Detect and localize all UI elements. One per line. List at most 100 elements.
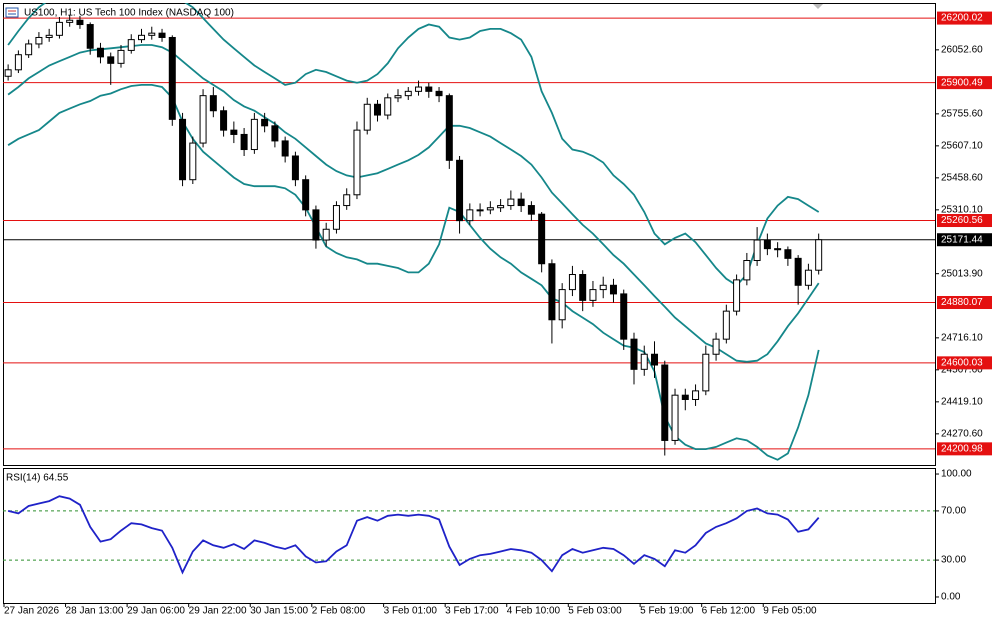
rsi-plot [3, 495, 935, 575]
main-plot [3, 3, 935, 461]
x-tick-label: 6 Feb 12:00 [702, 606, 756, 617]
candle-body [753, 239, 761, 262]
candle-body [291, 155, 299, 181]
candle-body [332, 205, 340, 230]
candle-body [35, 36, 43, 45]
candle-body [702, 353, 710, 392]
candle-body [497, 205, 505, 209]
candle-body [363, 103, 371, 131]
x-tick-label: 9 Feb 05:00 [763, 606, 817, 617]
candle-body [671, 394, 679, 441]
y-tick-label: 25310.10 [941, 204, 983, 215]
candle-body [558, 289, 566, 321]
y-tick-label: 100.00 [941, 469, 972, 480]
candle-body [66, 19, 74, 23]
x-tick-label: 5 Feb 03:00 [568, 606, 622, 617]
y-tick-label: 25755.60 [941, 108, 983, 119]
candle-body [117, 49, 125, 64]
candle-body [763, 239, 771, 250]
x-tick-label: 3 Feb 01:00 [384, 606, 438, 617]
candle-body [466, 209, 474, 222]
x-tick-label: 4 Feb 10:00 [507, 606, 561, 617]
x-tick-label: 30 Jan 15:00 [250, 606, 308, 617]
candle-body [14, 54, 22, 71]
candle-body [76, 19, 84, 26]
candle-body [527, 205, 535, 215]
y-tick-label: 25607.10 [941, 140, 983, 151]
candle-body [568, 274, 576, 291]
rsi-title: RSI(14) 64.55 [6, 473, 69, 484]
candle-body [96, 47, 104, 58]
candle-body [661, 364, 669, 441]
shift-marker [813, 4, 823, 9]
candle-body [240, 133, 248, 151]
candle-body [179, 118, 187, 181]
bollinger-upper [7, 3, 820, 287]
level-label: 25260.56 [941, 215, 983, 226]
candle-body [476, 209, 484, 212]
y-tick-label: 70.00 [941, 506, 966, 517]
candle-body [415, 86, 423, 92]
x-tick-label: 5 Feb 19:00 [640, 606, 694, 617]
candle-body [681, 394, 689, 400]
candle-body [25, 43, 33, 56]
x-tick-label: 3 Feb 17:00 [445, 606, 499, 617]
x-tick-label: 28 Jan 13:00 [66, 606, 124, 617]
candle-body [733, 279, 741, 312]
y-tick-label: 25013.90 [941, 268, 983, 279]
candle-body [794, 257, 802, 286]
candle-body [261, 118, 269, 127]
candle-body [651, 353, 659, 366]
candle-body [281, 140, 289, 157]
candle-body [189, 142, 197, 181]
candle-body [353, 129, 361, 196]
candle-body [373, 103, 381, 116]
candle-body [168, 36, 176, 120]
candle-body [538, 213, 546, 265]
level-label: 24200.98 [941, 443, 983, 454]
y-tick-label: 24567.60 [941, 364, 983, 375]
candle-body [230, 129, 238, 135]
level-label-box [937, 356, 992, 370]
candle-body [435, 90, 443, 97]
level-label-box [937, 76, 992, 90]
candle-body [45, 34, 53, 38]
level-label-box [937, 214, 992, 228]
candle-body [640, 353, 648, 370]
bollinger-lower [7, 84, 820, 461]
candle-body [302, 179, 310, 211]
candle-body [86, 24, 94, 49]
last-price-box [937, 233, 992, 247]
candle-body [199, 95, 207, 144]
candle-body [250, 118, 258, 151]
axes: 26052.60 25755.60 25607.10 25458.60 25310.10… [3, 11, 992, 617]
candle-body [445, 95, 453, 161]
y-tick-label: 24270.60 [941, 428, 983, 439]
candle-body [4, 69, 12, 77]
candle-body [456, 159, 464, 222]
y-tick-label: 26052.60 [941, 44, 983, 55]
candle-body [815, 239, 823, 271]
level-label-box [937, 442, 992, 456]
y-tick-label: 0.00 [941, 592, 961, 603]
candle-body [517, 198, 525, 207]
x-tick-label: 29 Jan 22:00 [189, 606, 247, 617]
last-price-label: 25171.44 [941, 234, 983, 245]
level-label-box [937, 11, 992, 25]
y-tick-label: 24716.10 [941, 332, 983, 343]
candle-body [784, 249, 792, 259]
candle-body [394, 95, 402, 99]
candle-body [127, 39, 135, 51]
candle-body [774, 248, 782, 251]
x-tick-label: 27 Jan 2026 [4, 606, 59, 617]
candle-body [425, 86, 433, 92]
candle-body [620, 293, 628, 340]
candle-body [609, 284, 617, 295]
candle-body [589, 289, 597, 301]
candle-body [579, 274, 587, 301]
rsi-panel-frame [3, 468, 936, 604]
candle-body [148, 32, 156, 36]
